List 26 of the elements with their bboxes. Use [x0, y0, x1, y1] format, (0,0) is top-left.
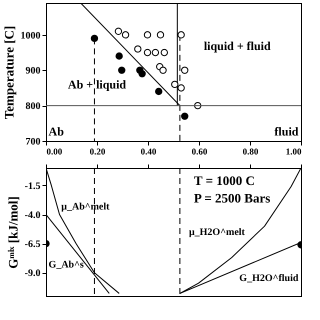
y-tick-label: -9.0 — [24, 268, 40, 280]
annotation: G_Ab^s — [48, 260, 84, 271]
x-tick-label: 0.40 — [140, 146, 157, 156]
y-tick-label: 700 — [26, 136, 40, 148]
x-tick-label: 0.60 — [192, 146, 208, 156]
y-tick-label: 800 — [26, 101, 40, 112]
annotation: μ_H2O^melt — [188, 227, 246, 238]
annotation: liquid + fluid — [204, 38, 272, 53]
x-tick-label: 1.00 — [286, 146, 302, 156]
annotation: Ab + liquid — [68, 77, 126, 92]
annotation: Ab — [48, 124, 64, 138]
y-tick-label: 1000 — [20, 30, 40, 42]
annotation: P = 2500 Bars — [194, 190, 270, 206]
x-tick-label: 0.00 — [46, 146, 63, 156]
annotation: fluid — [274, 124, 299, 138]
y-tick-label: -6.5 — [24, 239, 40, 250]
x-tick-label: 0.80 — [242, 146, 259, 156]
annotation: T = 1000 C — [194, 172, 255, 188]
y-tick-label: -4.0 — [24, 210, 40, 222]
y-tick-label: 900 — [26, 66, 40, 77]
y-axis-title: Gᵐⁱˣ [kJ/mol] — [6, 196, 21, 269]
annotation: μ_Ab^melt — [61, 201, 110, 212]
y-axis-title: Temperature [C] — [2, 26, 16, 120]
y-tick-label: -1.5 — [24, 180, 40, 192]
annotation: G_H2O^fluid — [239, 273, 299, 284]
x-tick-label: 0.20 — [90, 146, 106, 156]
